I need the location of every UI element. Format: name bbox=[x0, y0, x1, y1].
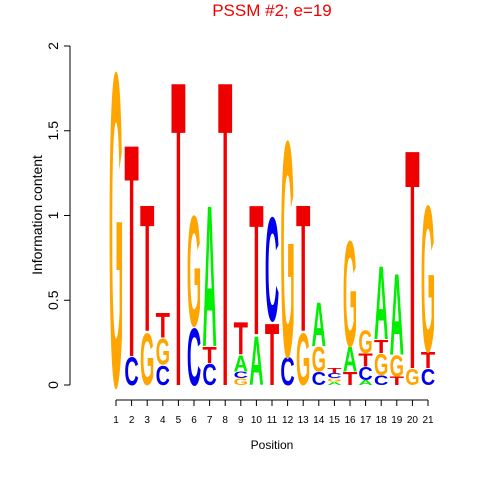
y-tick-label: 1.5 bbox=[45, 121, 61, 141]
x-tick-label: 20 bbox=[407, 415, 419, 426]
logo-letter: C bbox=[187, 311, 201, 403]
logo-letter: G bbox=[312, 340, 326, 379]
y-axis-label: Information content bbox=[29, 155, 45, 275]
x-tick-label: 2 bbox=[129, 415, 135, 426]
x-axis-label: Position bbox=[251, 438, 294, 452]
logo-letter: T bbox=[218, 0, 232, 478]
x-tick-label: 19 bbox=[391, 415, 403, 426]
logo-letter: A bbox=[374, 245, 388, 362]
logo-letter: A bbox=[343, 341, 357, 380]
logo-letter: C bbox=[124, 350, 138, 394]
logo-letter: T bbox=[374, 337, 388, 357]
logo-letter: C bbox=[421, 363, 436, 390]
logo-letter: T bbox=[390, 374, 405, 387]
x-tick-label: 18 bbox=[376, 415, 388, 426]
logo-letter: G bbox=[421, 164, 435, 396]
x-tick-label: 4 bbox=[160, 415, 166, 426]
x-tick-label: 21 bbox=[422, 415, 434, 426]
logo-letter: G bbox=[234, 377, 248, 387]
logo-letter: C bbox=[265, 187, 279, 352]
y-tick-label: 0 bbox=[45, 381, 61, 389]
logo-letter: T bbox=[327, 367, 342, 375]
logo-letter: G bbox=[358, 323, 372, 360]
logo-letter: A bbox=[358, 379, 373, 386]
logo-letter: G bbox=[327, 377, 341, 382]
logo-letter: G bbox=[374, 348, 388, 382]
logo-letter: A bbox=[234, 350, 249, 377]
x-tick-label: 15 bbox=[329, 415, 341, 426]
y-tick-label: 2 bbox=[45, 42, 61, 50]
logo-letter: G bbox=[187, 182, 201, 359]
logo-letter: T bbox=[265, 304, 279, 404]
logo-letter: T bbox=[343, 369, 357, 389]
x-tick-label: 11 bbox=[267, 415, 278, 426]
logo-letter: T bbox=[234, 313, 249, 365]
y-tick-label: 1 bbox=[45, 211, 61, 219]
logo-letter: G bbox=[109, 0, 123, 480]
logo-letter: T bbox=[202, 342, 217, 368]
x-tick-label: 16 bbox=[344, 415, 356, 426]
x-tick-label: 9 bbox=[238, 415, 244, 426]
logo-letter: A bbox=[202, 164, 216, 389]
logo-letter: G bbox=[140, 319, 154, 401]
logo-letter: T bbox=[171, 0, 185, 478]
logo-letter: C bbox=[280, 350, 294, 394]
logo-letter: G bbox=[405, 365, 419, 390]
x-tick-label: 8 bbox=[222, 415, 228, 426]
logo-letter: T bbox=[358, 351, 372, 371]
x-tick-label: 7 bbox=[207, 415, 213, 426]
logo-letter: C bbox=[312, 370, 326, 390]
y-tick-label: 0.5 bbox=[45, 290, 61, 310]
x-tick-label: 10 bbox=[251, 415, 263, 426]
logo-letter: G bbox=[343, 210, 357, 378]
logo-letter: C bbox=[358, 364, 372, 384]
logo-letter: C bbox=[202, 359, 216, 392]
x-tick-label: 14 bbox=[313, 415, 325, 426]
logo-letter: A bbox=[327, 381, 342, 386]
logo-letter: G bbox=[390, 350, 404, 384]
logo-letter: C bbox=[327, 373, 342, 380]
logo-letter: G bbox=[296, 319, 310, 401]
logo-letter: C bbox=[374, 372, 388, 388]
logo-letter: T bbox=[421, 347, 436, 373]
logo-letter: T bbox=[156, 307, 170, 346]
logo-letter: A bbox=[312, 289, 326, 359]
logo-letter: A bbox=[249, 322, 263, 400]
x-tick-label: 6 bbox=[191, 415, 197, 426]
logo-letter: T bbox=[405, 86, 419, 436]
logo-letter: T bbox=[296, 168, 310, 370]
logo-letter: C bbox=[156, 361, 170, 392]
logo-letter: T bbox=[124, 80, 138, 421]
logo-letter: G bbox=[156, 332, 170, 374]
x-tick-label: 1 bbox=[113, 415, 119, 426]
x-tick-label: 13 bbox=[298, 415, 310, 426]
x-tick-label: 5 bbox=[176, 415, 182, 426]
chart-title: PSSM #2; e=19 bbox=[212, 1, 332, 20]
x-tick-label: 17 bbox=[360, 415, 372, 426]
logo-letter: T bbox=[140, 168, 154, 370]
x-tick-label: 3 bbox=[144, 415, 150, 426]
logo-letter: C bbox=[234, 370, 248, 380]
logo-letter: G bbox=[280, 78, 294, 422]
logo-letter: T bbox=[249, 167, 263, 375]
x-tick-label: 12 bbox=[282, 415, 294, 426]
logo-letter: A bbox=[390, 250, 404, 380]
